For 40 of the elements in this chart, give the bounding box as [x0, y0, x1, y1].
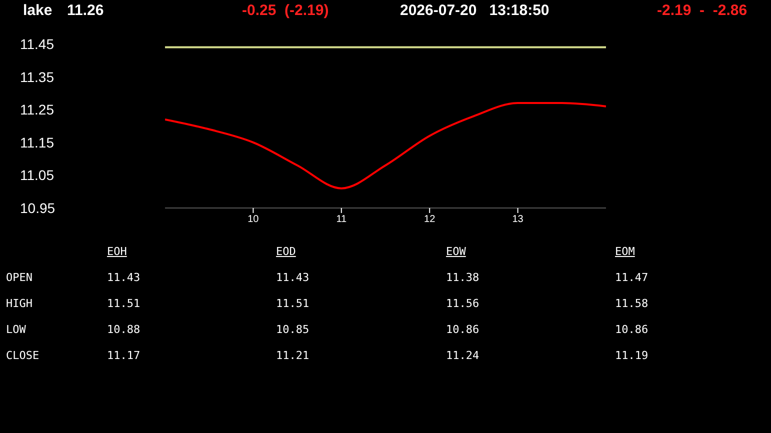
x-tick-label: 12	[424, 214, 436, 226]
text: -0.25 (-2.19)	[242, 2, 329, 19]
text: LOW	[6, 323, 26, 336]
text: 11.56	[446, 297, 480, 310]
y-tick-label: 11.45	[20, 36, 54, 52]
text: 10.86	[446, 323, 480, 336]
text: 10.86	[615, 323, 648, 336]
y-tick-label: 11.35	[20, 68, 54, 85]
x-tick-label: 13	[512, 214, 524, 226]
text: EOH	[107, 245, 127, 258]
line-series	[165, 102, 606, 190]
text: EOD	[276, 245, 296, 258]
text: EOW	[446, 245, 466, 258]
x-tick-label: 10	[248, 214, 260, 226]
text: 2026-07-20 13:18:50	[400, 2, 550, 19]
y-tick-label: 11.15	[20, 134, 54, 150]
text: -2.19 - -2.86	[657, 2, 748, 19]
text: 11.43	[107, 271, 140, 284]
text: 11.19	[615, 349, 648, 362]
text: 11.58	[615, 297, 648, 310]
text: 11.17	[107, 349, 140, 362]
y-tick-label: 11.25	[20, 102, 54, 118]
text: 11.21	[276, 349, 310, 362]
text: 11.51	[107, 297, 140, 310]
text: 11.24	[446, 349, 480, 362]
y-tick-label: 11.05	[20, 167, 54, 184]
text: HIGH	[6, 297, 32, 310]
text: OPEN	[6, 271, 32, 284]
text: 11.51	[276, 297, 310, 310]
text: EOM	[615, 245, 635, 258]
text: 11.47	[615, 271, 648, 284]
x-tick-label: 11	[336, 214, 348, 226]
text: 11.26	[67, 2, 104, 19]
text: 10.88	[107, 323, 140, 336]
y-tick-label: 10.95	[20, 200, 56, 216]
text: lake	[23, 2, 52, 19]
text: CLOSE	[6, 349, 40, 362]
text: 11.43	[276, 271, 310, 284]
text: 11.38	[446, 271, 480, 284]
text: 10.85	[276, 323, 310, 336]
